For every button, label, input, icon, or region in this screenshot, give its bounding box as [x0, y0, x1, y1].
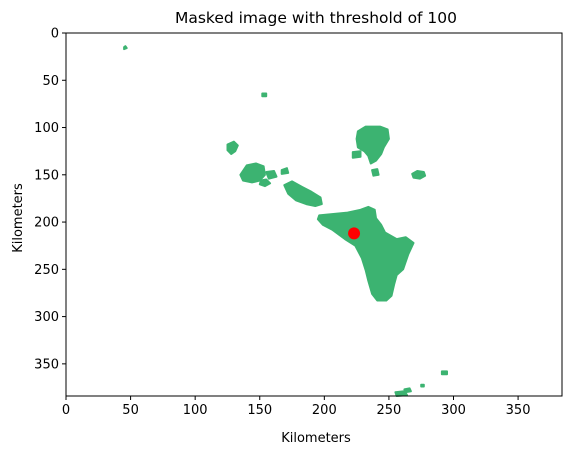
x-tick-label: 200: [312, 403, 337, 418]
mask-region-west-tail: [258, 178, 272, 188]
marker-point: [348, 227, 361, 240]
marker-layer: [348, 227, 361, 240]
y-tick-label: 150: [34, 168, 59, 183]
mask-layer: [123, 45, 448, 397]
y-tick-label: 350: [34, 357, 59, 372]
mask-region-small-west: [226, 140, 239, 155]
mask-region-south-specks-4: [420, 383, 425, 388]
x-tick-label: 250: [377, 403, 402, 418]
mask-region-west-dots: [265, 170, 278, 180]
y-axis: 0 50 100 150 200 250 300 350: [34, 27, 66, 372]
mask-region-mid-speck: [371, 168, 380, 177]
plot-background: [66, 33, 562, 396]
y-tick-label: 0: [51, 27, 59, 42]
x-tick-label: 100: [183, 403, 208, 418]
mask-region-band: [283, 180, 323, 207]
y-tick-label: 50: [42, 74, 59, 89]
mask-region-west-dot2: [280, 167, 290, 175]
mask-region-north-blob: [355, 125, 390, 165]
x-axis-label: Kilometers: [281, 431, 351, 446]
mask-region-south-specks: [394, 390, 408, 397]
plot-frame: [65, 32, 563, 397]
x-tick-label: 300: [441, 403, 466, 418]
x-tick-label: 350: [506, 403, 531, 418]
y-tick-label: 250: [34, 263, 59, 278]
x-axis: 0 50 100 150 200 250 300 350: [62, 396, 531, 418]
mask-region-south-specks-3: [440, 370, 448, 376]
mask-region-main-blob: [316, 205, 415, 302]
mask-region-south-specks-2: [403, 387, 412, 394]
x-tick-label: 50: [122, 403, 139, 418]
mask-region-west-blob: [239, 162, 266, 184]
y-tick-label: 100: [34, 121, 59, 136]
plot-area: [65, 32, 563, 397]
chart-title: Masked image with threshold of 100: [175, 9, 457, 27]
x-tick-label: 0: [62, 403, 70, 418]
x-tick-label: 150: [247, 403, 272, 418]
mask-region-speck-a: [123, 45, 128, 51]
y-tick-label: 300: [34, 310, 59, 325]
y-axis-label: Kilometers: [11, 183, 26, 253]
y-tick-label: 200: [34, 216, 59, 231]
mask-region-speck-b: [261, 92, 268, 98]
mask-region-north-blob-tail: [351, 150, 362, 159]
mask-region-east-speck: [411, 170, 427, 180]
